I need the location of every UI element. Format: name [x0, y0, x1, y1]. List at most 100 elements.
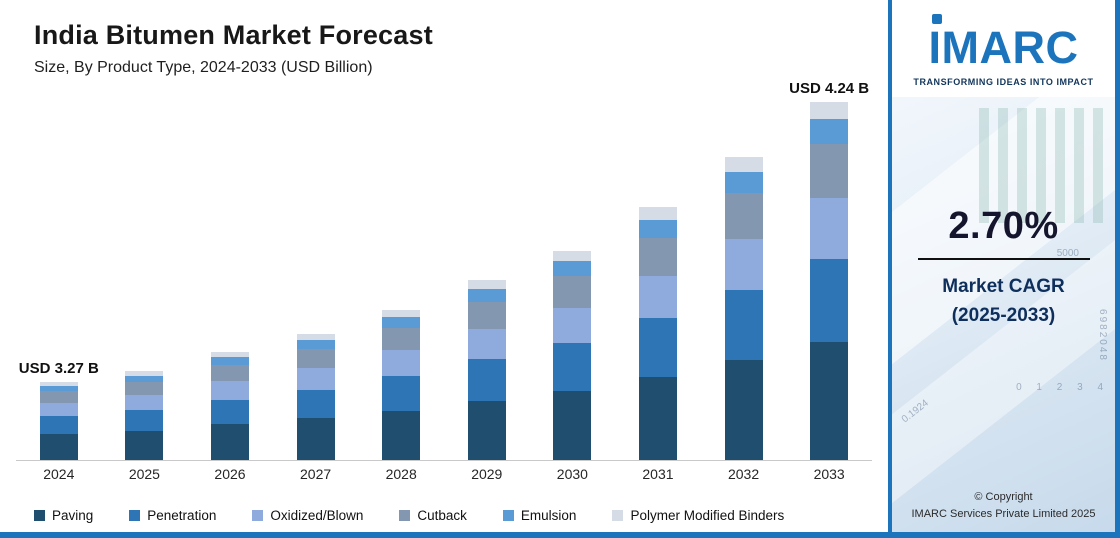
bar-segment-polymer-modified-binders	[125, 371, 164, 376]
bar-column-2030	[530, 86, 616, 460]
bar-column-2031	[615, 86, 701, 460]
legend-item-paving: Paving	[34, 508, 93, 523]
decorative-number: 5000	[1056, 248, 1079, 259]
bar-segment-cutback	[724, 193, 763, 239]
legend-label: Cutback	[417, 508, 467, 523]
legend-label: Penetration	[147, 508, 217, 523]
legend-swatch	[399, 510, 411, 521]
bar-segment-paving	[724, 360, 763, 460]
cagr-value: 2.70%	[948, 205, 1059, 247]
bar-segment-penetration	[638, 318, 677, 377]
bar-stack	[296, 334, 335, 460]
page-title: India Bitumen Market Forecast	[34, 20, 433, 50]
legend-item-penetration: Penetration	[129, 508, 216, 523]
bar-segment-cutback	[210, 364, 249, 382]
legend-label: Emulsion	[520, 508, 577, 523]
bar-segment-polymer-modified-binders	[467, 280, 506, 290]
x-axis-label: 2031	[642, 466, 674, 482]
bar-segment-polymer-modified-binders	[210, 352, 249, 358]
legend-swatch	[34, 510, 45, 521]
bar-stack	[553, 251, 592, 460]
legend-item-polymer-modified-binders: Polymer Modified Binders	[612, 508, 784, 523]
bar-segment-cutback	[39, 391, 78, 404]
brand-header: IMARC TRANSFORMING IDEAS INTO IMPACT	[892, 0, 1115, 97]
legend-swatch	[612, 510, 624, 521]
bar-column-2025	[102, 86, 188, 460]
bar-stack	[382, 310, 421, 460]
bar-segment-emulsion	[382, 317, 421, 328]
legend-item-cutback: Cutback	[399, 508, 467, 523]
legend: Paving Penetration Oxidized/Blown Cutback Em…	[34, 508, 878, 523]
bar-segment-polymer-modified-binders	[296, 334, 335, 341]
bar-segment-emulsion	[638, 219, 677, 238]
bar-stack	[638, 207, 677, 460]
bar-segment-paving	[125, 430, 164, 460]
bar-segment-penetration	[125, 410, 164, 431]
logo-dot-icon	[931, 14, 942, 24]
brand-sidebar: 6982048 0.1924 5000 0 1 2 3 4 IMARC TRAN…	[888, 0, 1120, 532]
bar-segment-oxidized-blown	[810, 198, 849, 260]
bar-stack	[724, 157, 763, 460]
bar-column-2033: USD 4.24 B	[786, 80, 872, 460]
bar-segment-polymer-modified-binders	[638, 207, 677, 220]
bar-segment-emulsion	[724, 171, 763, 194]
bar-column-2032	[701, 86, 787, 460]
bar-segment-oxidized-blown	[724, 238, 763, 291]
bar-column-2026	[187, 86, 273, 460]
legend-item-oxidized-blown: Oxidized/Blown	[252, 508, 363, 523]
bar-stack	[210, 352, 249, 460]
cagr-period: (2025-2033)	[951, 304, 1056, 326]
bar-value-label: USD 4.24 B	[789, 80, 870, 98]
bar-segment-polymer-modified-binders	[553, 251, 592, 262]
bar-segment-oxidized-blown	[382, 350, 421, 376]
bar-segment-oxidized-blown	[210, 381, 249, 400]
bar-stack	[125, 371, 164, 460]
x-axis-label: 2029	[471, 466, 503, 482]
cagr-label: Market CAGR	[942, 276, 1065, 297]
decorative-chart-graphic	[979, 108, 1109, 223]
bar-segment-cutback	[382, 327, 421, 351]
legend-label: Oxidized/Blown	[270, 508, 364, 523]
x-axis-label: 2027	[300, 466, 332, 482]
plot-area: USD 3.27 B USD 4.24 B	[16, 80, 872, 461]
bar-stack	[467, 280, 506, 460]
x-axis-label: 2025	[128, 466, 160, 482]
cagr-underline	[917, 258, 1090, 260]
bar-segment-polymer-modified-binders	[39, 382, 78, 386]
copyright: © Copyright IMARC Services Private Limit…	[892, 489, 1115, 522]
bottom-accent-bar	[0, 532, 1120, 538]
bar-segment-emulsion	[296, 340, 335, 350]
copyright-line1: © Copyright	[974, 491, 1033, 503]
bar-segment-paving	[553, 390, 592, 460]
bar-stack	[810, 102, 849, 460]
bar-segment-oxidized-blown	[467, 328, 506, 360]
bar-segment-emulsion	[467, 289, 506, 302]
bar-segment-paving	[638, 376, 677, 460]
x-axis-label: 2030	[556, 466, 588, 482]
bar-segment-penetration	[382, 375, 421, 411]
bar-segment-oxidized-blown	[125, 395, 164, 411]
legend-label: Polymer Modified Binders	[630, 508, 785, 523]
legend-swatch	[129, 510, 141, 521]
page-subtitle: Size, By Product Type, 2024-2033 (USD Bi…	[34, 59, 373, 76]
legend-swatch	[502, 510, 514, 521]
bar-column-2027	[273, 86, 359, 460]
bar-segment-cutback	[810, 144, 849, 199]
bar-segment-penetration	[296, 389, 335, 419]
bar-segment-oxidized-blown	[296, 368, 335, 390]
bar-column-2024: USD 3.27 B	[16, 86, 102, 460]
bar-segment-polymer-modified-binders	[724, 157, 763, 172]
decorative-number: 0 1 2 3 4	[1016, 382, 1109, 393]
bar-segment-oxidized-blown	[638, 275, 677, 319]
bar-segment-oxidized-blown	[553, 307, 592, 343]
x-axis-label: 2026	[214, 466, 246, 482]
bar-column-2029	[444, 86, 530, 460]
bar-segment-penetration	[210, 399, 249, 425]
x-axis-labels: 2024 2025 2026 2027 2028 2029 2030 2031 2032 2033	[16, 466, 872, 482]
bar-segment-penetration	[810, 259, 849, 342]
bar-segment-penetration	[553, 343, 592, 391]
bar-segment-paving	[39, 434, 78, 460]
x-axis-label: 2028	[385, 466, 417, 482]
legend-item-emulsion: Emulsion	[502, 508, 577, 523]
